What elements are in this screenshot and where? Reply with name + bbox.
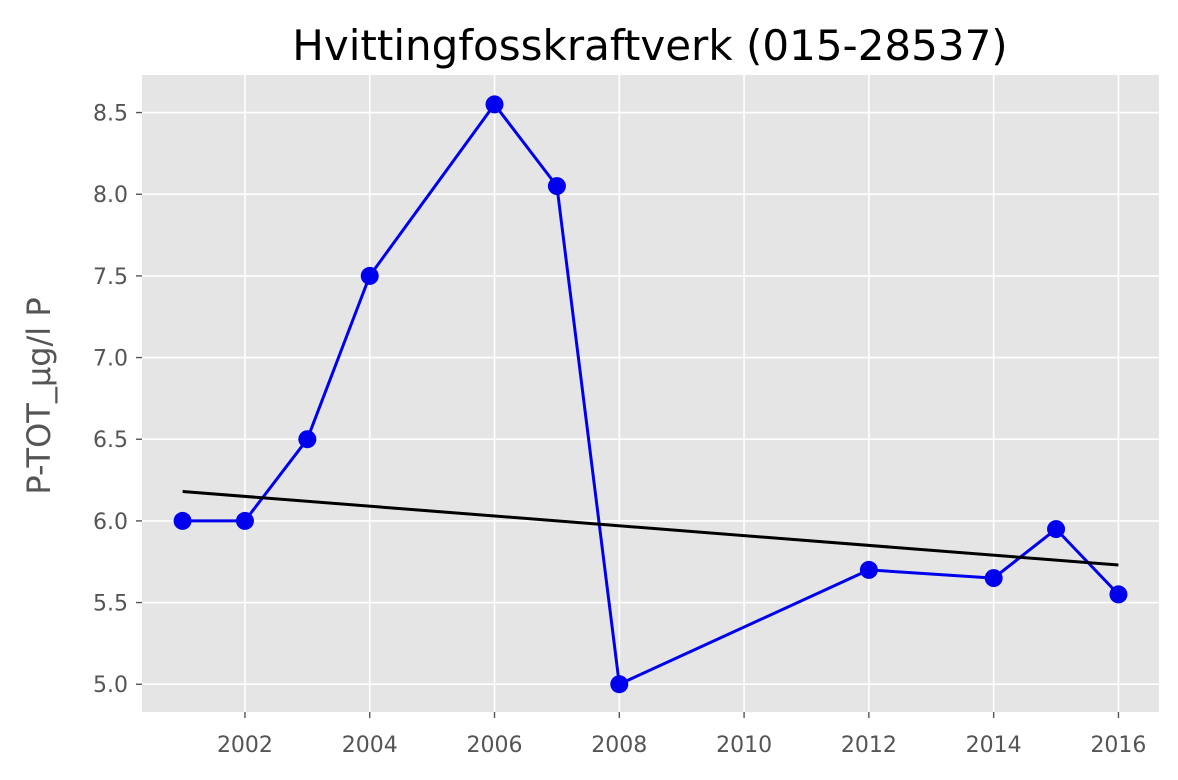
x-tick-label: 2006 — [467, 733, 523, 758]
plot-area — [142, 75, 1159, 712]
x-tick-label: 2008 — [591, 733, 647, 758]
trend-line — [182, 490, 1119, 567]
x-tick-label: 2014 — [966, 733, 1022, 758]
data-point — [235, 511, 254, 530]
x-tick-label: 2002 — [217, 733, 273, 758]
data-point — [1109, 585, 1128, 604]
y-tick-label: 6.0 — [93, 510, 128, 535]
data-point — [547, 177, 566, 196]
y-axis-label: P-TOT_µg/l P — [20, 297, 58, 494]
data-point — [859, 560, 878, 579]
x-tick-label: 2012 — [841, 733, 897, 758]
x-axis-ticks: 2002 2004 2006 2008 2010 2012 2014 2016 — [217, 712, 1146, 758]
data-point — [610, 675, 629, 694]
data-point — [485, 95, 504, 114]
x-tick-label: 2010 — [716, 733, 772, 758]
data-point — [298, 430, 317, 449]
data-point — [1047, 520, 1066, 539]
y-tick-label: 8.0 — [93, 183, 128, 208]
series-layer — [173, 95, 1128, 694]
chart-title: Hvittingfosskraftverk (015-28537) — [292, 21, 1007, 70]
y-tick-label: 7.0 — [93, 347, 128, 372]
data-point — [984, 569, 1003, 588]
data-point — [360, 266, 379, 285]
y-axis-ticks: 5.0 5.5 6.0 6.5 7.0 7.5 8.0 8.5 — [93, 102, 142, 698]
x-tick-label: 2016 — [1090, 733, 1146, 758]
y-tick-label: 6.5 — [93, 428, 128, 453]
data-point — [173, 511, 192, 530]
x-tick-label: 2004 — [342, 733, 398, 758]
y-tick-label: 8.5 — [93, 102, 128, 127]
y-tick-label: 5.0 — [93, 673, 128, 698]
y-tick-label: 7.5 — [93, 265, 128, 290]
y-tick-label: 5.5 — [93, 592, 128, 617]
